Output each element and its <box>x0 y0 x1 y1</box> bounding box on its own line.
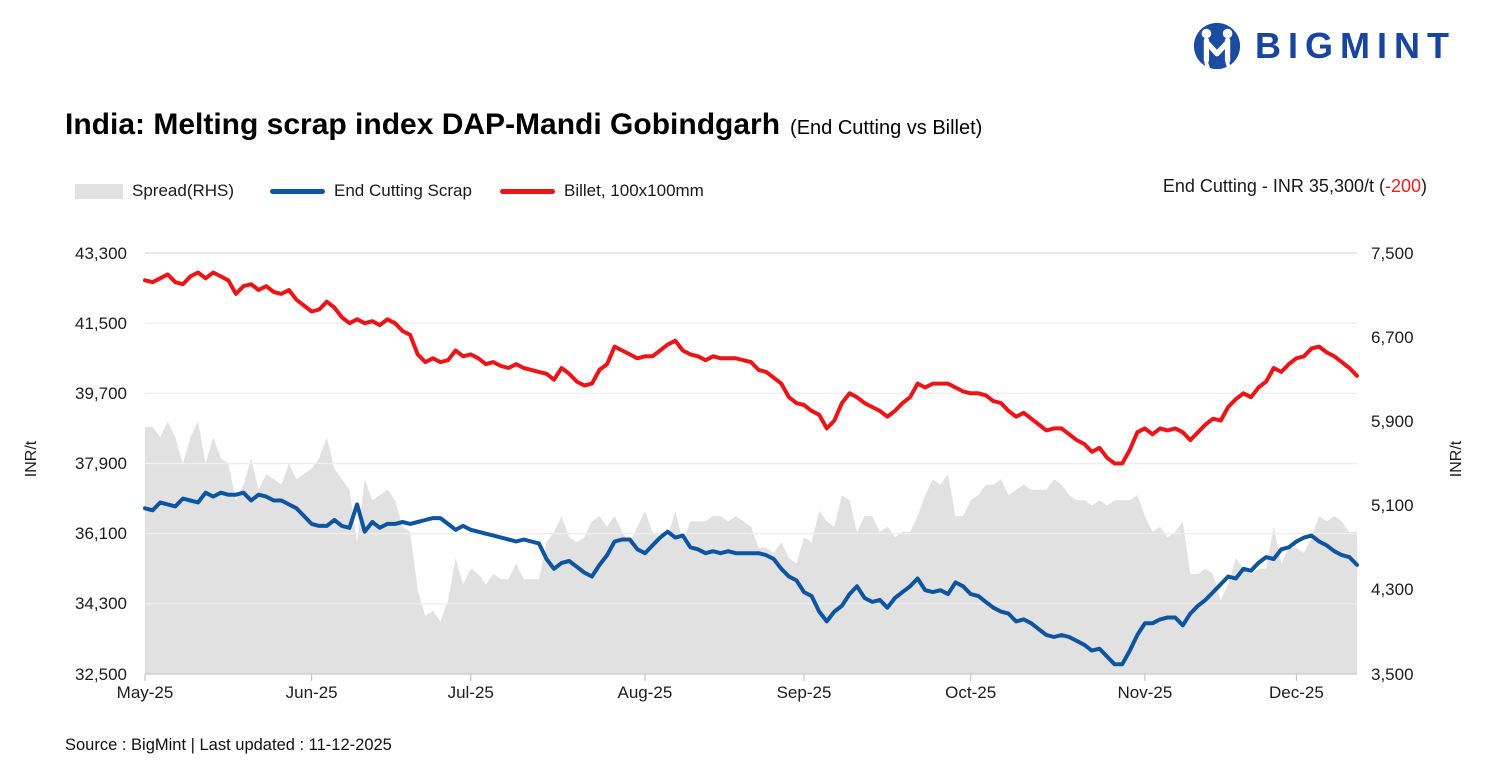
left-axis-tick-label: 36,100 <box>75 524 127 544</box>
legend-item-scrap: End Cutting Scrap <box>270 178 472 204</box>
billet-line <box>143 270 1359 466</box>
scrap-line <box>143 490 1359 667</box>
x-axis-tick-label: Aug-25 <box>617 683 673 702</box>
annotation-delta: -200 <box>1384 176 1421 196</box>
left-axis-tick-label: 37,900 <box>75 454 127 473</box>
bigmint-wordmark: BIGMINT <box>1255 25 1456 66</box>
x-axis-tick-label: Jul-25 <box>447 683 494 702</box>
x-axis-tick-label: Jun-25 <box>285 683 338 702</box>
x-axis-tick-label: Nov-25 <box>1117 683 1173 702</box>
right-axis-tick-label: 7,500 <box>1371 243 1414 263</box>
right-axis-tick-label: 3,500 <box>1371 664 1414 684</box>
page-title: India: Melting scrap index DAP-Mandi Gob… <box>65 108 781 141</box>
left-axis-tick-label: 43,300 <box>75 243 127 263</box>
legend-item-spread: Spread(RHS) <box>75 178 234 204</box>
right-axis-tick-label: 5,100 <box>1371 496 1414 516</box>
left-axis-tick-label: 41,500 <box>75 313 127 333</box>
month-tick-marks <box>144 674 1298 681</box>
scrap-line-swatch-icon <box>270 188 325 194</box>
latest-price-annotation: End Cutting - INR 35,300/t (-200) <box>1163 176 1427 197</box>
legend-label-billet: Billet, 100x100mm <box>564 181 704 200</box>
x-axis-tick-label: Oct-25 <box>945 683 997 702</box>
right-axis-tick-label: 4,300 <box>1371 580 1414 600</box>
right-axis-unit-label: INR/t <box>1448 440 1465 478</box>
billet-line-swatch-icon <box>500 188 555 194</box>
gridline-overlays <box>145 322 1357 605</box>
legend-label-spread: Spread(RHS) <box>132 181 235 200</box>
x-axis-tick-label: Dec-25 <box>1268 683 1324 702</box>
annotation-prefix: End Cutting - INR 35,300/t ( <box>1162 176 1385 196</box>
source-caption: Source : BigMint | Last updated : 11-12-… <box>65 736 392 754</box>
x-axis-tick-label: May-25 <box>116 683 174 702</box>
legend-label-scrap: End Cutting Scrap <box>334 181 472 200</box>
spread-area <box>145 421 1357 674</box>
legend-item-billet: Billet, 100x100mm <box>500 178 704 204</box>
x-axis-tick-label: Sep-25 <box>776 683 832 702</box>
spread-swatch-icon <box>75 183 123 199</box>
chart-title-row: India: Melting scrap index DAP-Mandi Gob… <box>65 108 982 142</box>
annotation-suffix: ) <box>1421 176 1427 196</box>
left-axis-tick-label: 39,700 <box>75 383 127 403</box>
page-title-suffix: (End Cutting vs Billet) <box>790 117 983 139</box>
left-axis-tick-label: 34,300 <box>75 594 127 614</box>
left-axis-unit-label: INR/t <box>23 440 40 478</box>
bigmint-logo-icon <box>1193 22 1241 71</box>
left-axis-tick-label: 32,500 <box>75 664 127 684</box>
right-axis-tick-label: 6,700 <box>1371 327 1414 347</box>
right-axis-tick-label: 5,900 <box>1371 411 1414 431</box>
bigmint-logo: BIGMINT <box>1192 20 1456 72</box>
